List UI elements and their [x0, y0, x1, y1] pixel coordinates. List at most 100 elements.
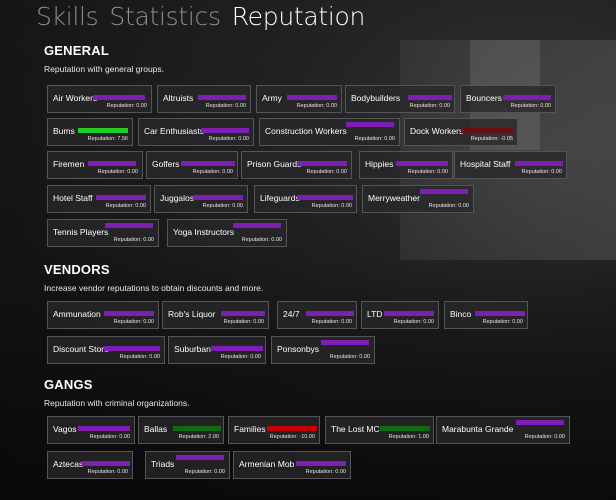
reputation-name: Merryweather [368, 193, 420, 203]
reputation-name: Suburban [174, 344, 211, 354]
reputation-card[interactable]: LTD Reputation: 0.00 [361, 301, 439, 329]
reputation-name: Bums [53, 126, 75, 136]
reputation-card[interactable]: Altruists Reputation: 0.00 [157, 85, 251, 113]
reputation-name: Ballas [144, 424, 168, 434]
reputation-card[interactable]: Tennis Players Reputation: 0.00 [47, 219, 159, 247]
reputation-value: Reputation: 0.00 [208, 136, 249, 142]
reputation-bar [198, 95, 246, 100]
reputation-value: Reputation: -0.05 [470, 136, 513, 142]
section-title: GANGS [44, 377, 93, 392]
reputation-card[interactable]: Bums Reputation: 7.56 [47, 118, 133, 146]
tab-statistics[interactable]: Statistics [109, 2, 221, 31]
reputation-card[interactable]: Hospital Staff Reputation: 0.00 [454, 151, 567, 179]
reputation-name: Binco [450, 309, 472, 319]
reputation-name: Hippies [365, 159, 394, 169]
reputation-card[interactable]: 24/7 Reputation: 0.00 [277, 301, 357, 329]
reputation-name: Marabunta Grande [442, 424, 514, 434]
reputation-card[interactable]: Army Reputation: 0.00 [256, 85, 342, 113]
section-description: Increase vendor reputations to obtain di… [44, 283, 264, 293]
reputation-card[interactable]: Vagos Reputation: 0.00 [47, 416, 135, 444]
reputation-bar [516, 420, 564, 425]
reputation-card[interactable]: Merryweather Reputation: 0.00 [362, 185, 474, 213]
reputation-value: Reputation: 0.00 [113, 237, 154, 243]
reputation-value: Reputation: 0.00 [510, 103, 551, 109]
reputation-card[interactable]: Suburban Reputation: 0.00 [168, 336, 266, 364]
section-general: GENERAL Reputation with general groups. [44, 43, 164, 74]
reputation-card[interactable]: Rob's Liquor Reputation: 0.00 [162, 301, 269, 329]
reputation-card[interactable]: Ponsonbys Reputation: 0.00 [271, 336, 375, 364]
section-description: Reputation with general groups. [44, 64, 165, 74]
reputation-card[interactable]: Ammunation Reputation: 0.00 [47, 301, 159, 329]
reputation-value: Reputation: 0.00 [296, 103, 337, 109]
reputation-bar [78, 128, 128, 133]
reputation-card[interactable]: Car Enthusiasts Reputation: 0.00 [138, 118, 254, 146]
reputation-value: Reputation: 0.00 [311, 203, 352, 209]
reputation-value: Reputation: 2.00 [178, 434, 219, 440]
reputation-value: Reputation: 0.00 [87, 469, 128, 475]
reputation-value: Reputation: 0.00 [192, 169, 233, 175]
reputation-name: Triads [151, 459, 175, 469]
reputation-value: Reputation: 0.00 [428, 203, 469, 209]
reputation-card[interactable]: Ballas Reputation: 2.00 [138, 416, 224, 444]
reputation-name: Air Workers [53, 93, 98, 103]
reputation-bar [233, 223, 281, 228]
reputation-name: Construction Workers [265, 126, 347, 136]
reputation-card[interactable]: Hippies Reputation: 0.00 [359, 151, 453, 179]
reputation-bar [515, 161, 563, 166]
reputation-bar [297, 161, 347, 166]
tab-skills[interactable]: Skills [36, 2, 99, 31]
reputation-value: Reputation: 0.00 [305, 469, 346, 475]
reputation-card[interactable]: Yoga Instructors Reputation: 0.00 [167, 219, 287, 247]
reputation-card[interactable]: Families Reputation: -10.00 [228, 416, 320, 444]
reputation-bar [287, 95, 337, 100]
reputation-value: Reputation: 0.00 [202, 203, 243, 209]
reputation-card[interactable]: Construction Workers Reputation: 0.00 [259, 118, 400, 146]
reputation-name: Tennis Players [53, 227, 109, 237]
reputation-value: Reputation: 0.00 [89, 434, 130, 440]
reputation-name: Families [234, 424, 266, 434]
section-gangs: GANGS Reputation with criminal organizat… [44, 377, 190, 408]
reputation-card[interactable]: Dock Workers Reputation: -0.05 [404, 118, 518, 146]
reputation-card[interactable]: Aztecas Reputation: 0.00 [47, 451, 133, 479]
reputation-card[interactable]: Hotel Staff Reputation: 0.00 [47, 185, 151, 213]
reputation-card[interactable]: Discount Store Reputation: 0.00 [47, 336, 165, 364]
reputation-name: Army [262, 93, 282, 103]
reputation-bar [105, 223, 153, 228]
reputation-bar [296, 461, 346, 466]
reputation-card[interactable]: Firemen Reputation: 0.00 [47, 151, 143, 179]
reputation-bar [82, 461, 130, 466]
reputation-bar [221, 311, 265, 316]
reputation-name: LTD [367, 309, 383, 319]
reputation-bar [384, 311, 434, 316]
reputation-name: Hotel Staff [53, 193, 93, 203]
reputation-bar [78, 426, 130, 431]
tab-reputation[interactable]: Reputation [231, 2, 366, 31]
reputation-card[interactable]: Prison Guards Reputation: 0.00 [241, 151, 352, 179]
section-vendors: VENDORS Increase vendor reputations to o… [44, 262, 263, 293]
reputation-value: Reputation: 0.00 [241, 237, 282, 243]
reputation-value: Reputation: 7.56 [87, 136, 128, 142]
reputation-name: Dock Workers [410, 126, 464, 136]
reputation-bar [396, 161, 448, 166]
tab-bar: Skills Statistics Reputation [36, 2, 376, 36]
reputation-card[interactable]: Air Workers Reputation: 0.00 [47, 85, 152, 113]
reputation-name: Ponsonbys [277, 344, 320, 354]
reputation-card[interactable]: Bodybuilders Reputation: 0.00 [345, 85, 455, 113]
reputation-card[interactable]: Marabunta Grande Reputation: 0.00 [436, 416, 570, 444]
reputation-card[interactable]: Golfers Reputation: 0.00 [146, 151, 238, 179]
reputation-card[interactable]: The Lost MC Reputation: 1.00 [325, 416, 434, 444]
reputation-card[interactable]: Bouncers Reputation: 0.00 [460, 85, 556, 113]
reputation-card[interactable]: Lifeguards Reputation: 0.00 [254, 185, 357, 213]
reputation-bar [193, 195, 243, 200]
reputation-card[interactable]: Juggalos Reputation: 0.00 [154, 185, 248, 213]
reputation-name: The Lost MC [331, 424, 380, 434]
reputation-card[interactable]: Armenian Mob Reputation: 0.00 [233, 451, 351, 479]
reputation-name: Car Enthusiasts [144, 126, 204, 136]
reputation-bar [380, 426, 430, 431]
reputation-value: Reputation: 0.00 [113, 319, 154, 325]
reputation-bar [461, 128, 513, 133]
reputation-card[interactable]: Triads Reputation: 0.00 [145, 451, 230, 479]
reputation-value: Reputation: 0.00 [329, 354, 370, 360]
reputation-card[interactable]: Binco Reputation: 0.00 [444, 301, 528, 329]
reputation-name: Discount Store [53, 344, 109, 354]
